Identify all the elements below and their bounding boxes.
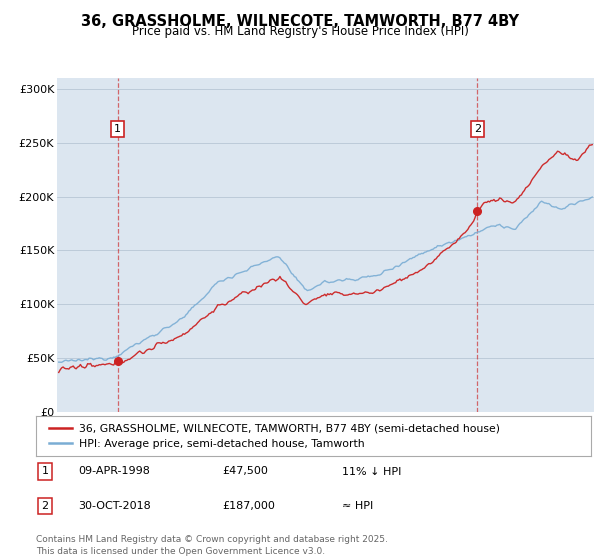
Text: ≈ HPI: ≈ HPI xyxy=(342,501,373,511)
Text: 30-OCT-2018: 30-OCT-2018 xyxy=(78,501,151,511)
Legend: 36, GRASSHOLME, WILNECOTE, TAMWORTH, B77 4BY (semi-detached house), HPI: Average: 36, GRASSHOLME, WILNECOTE, TAMWORTH, B77… xyxy=(44,419,504,453)
Text: 1: 1 xyxy=(41,466,49,477)
Text: Contains HM Land Registry data © Crown copyright and database right 2025.
This d: Contains HM Land Registry data © Crown c… xyxy=(36,535,388,556)
Text: 2: 2 xyxy=(41,501,49,511)
Text: 1: 1 xyxy=(114,124,121,134)
Text: £187,000: £187,000 xyxy=(222,501,275,511)
Text: 09-APR-1998: 09-APR-1998 xyxy=(78,466,150,477)
Text: 36, GRASSHOLME, WILNECOTE, TAMWORTH, B77 4BY: 36, GRASSHOLME, WILNECOTE, TAMWORTH, B77… xyxy=(81,14,519,29)
Text: 11% ↓ HPI: 11% ↓ HPI xyxy=(342,466,401,477)
Text: £47,500: £47,500 xyxy=(222,466,268,477)
Text: Price paid vs. HM Land Registry's House Price Index (HPI): Price paid vs. HM Land Registry's House … xyxy=(131,25,469,38)
Text: 2: 2 xyxy=(474,124,481,134)
